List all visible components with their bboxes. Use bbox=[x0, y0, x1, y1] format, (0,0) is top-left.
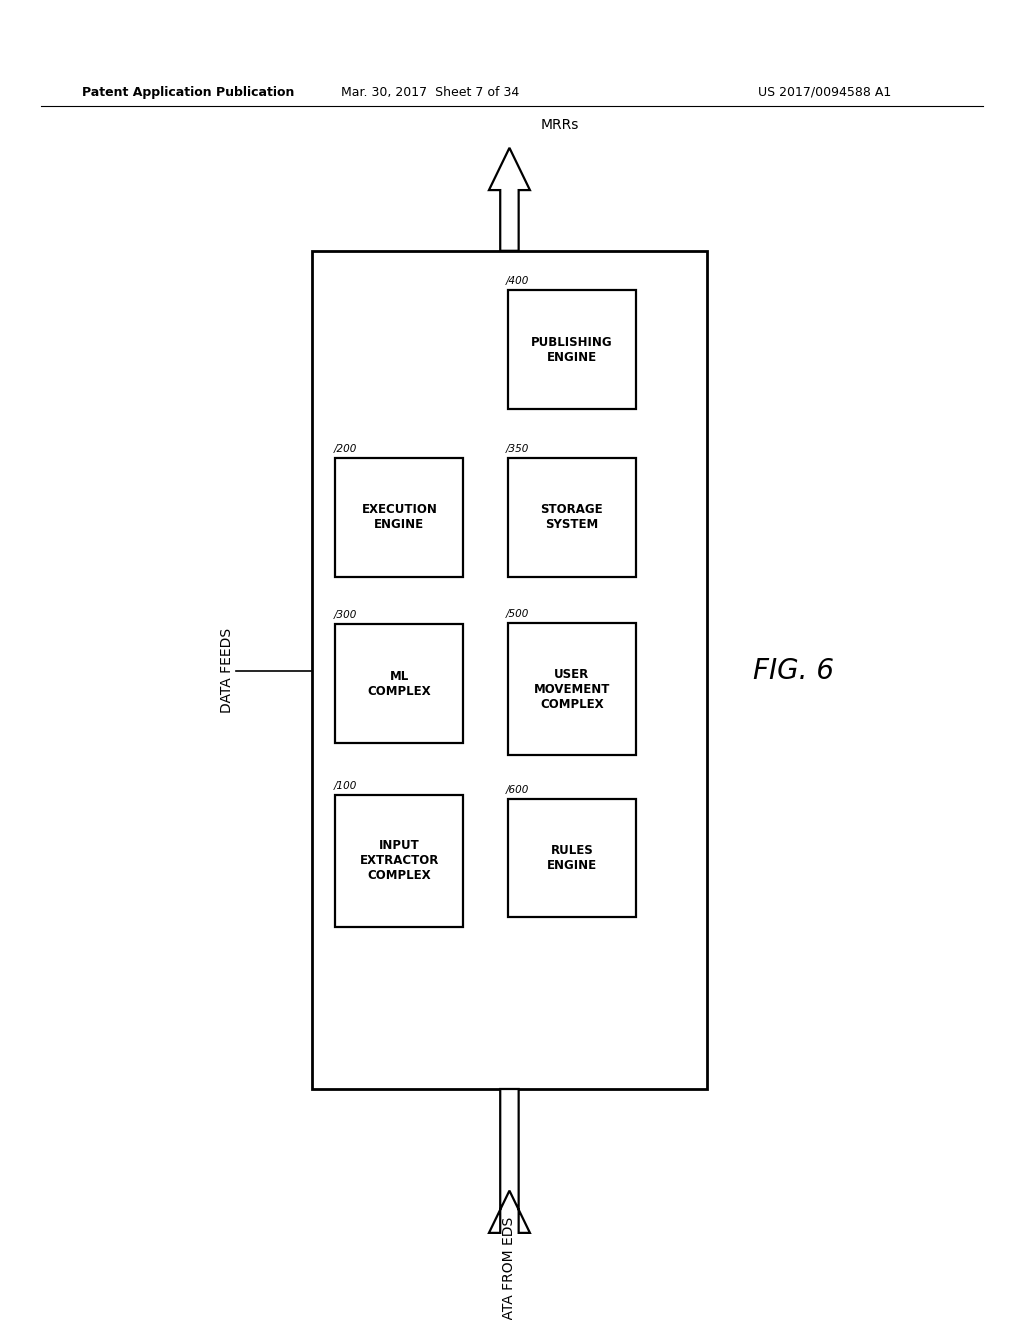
Text: MRRs: MRRs bbox=[541, 117, 579, 132]
Bar bbox=[312, 251, 707, 1089]
Text: PUBLISHING
ENGINE: PUBLISHING ENGINE bbox=[531, 335, 612, 364]
Text: INPUT
EXTRACTOR
COMPLEX: INPUT EXTRACTOR COMPLEX bbox=[359, 840, 439, 882]
Text: /500: /500 bbox=[506, 609, 529, 619]
Text: /200: /200 bbox=[334, 444, 356, 454]
Text: /100: /100 bbox=[334, 780, 356, 791]
Bar bbox=[508, 458, 636, 577]
Bar bbox=[508, 290, 636, 409]
Bar bbox=[336, 624, 463, 743]
Text: EXECUTION
ENGINE: EXECUTION ENGINE bbox=[361, 503, 437, 532]
Text: ML
COMPLEX: ML COMPLEX bbox=[368, 669, 431, 698]
Text: /600: /600 bbox=[506, 784, 529, 795]
Text: Mar. 30, 2017  Sheet 7 of 34: Mar. 30, 2017 Sheet 7 of 34 bbox=[341, 86, 519, 99]
Text: DATA FROM EDS: DATA FROM EDS bbox=[503, 1217, 516, 1320]
Polygon shape bbox=[489, 1089, 530, 1233]
Bar bbox=[508, 799, 636, 917]
Text: /400: /400 bbox=[506, 276, 529, 286]
Text: US 2017/0094588 A1: US 2017/0094588 A1 bbox=[758, 86, 891, 99]
Text: /300: /300 bbox=[334, 610, 356, 620]
Bar bbox=[508, 623, 636, 755]
Polygon shape bbox=[489, 148, 530, 251]
Text: Patent Application Publication: Patent Application Publication bbox=[82, 86, 294, 99]
Text: USER
MOVEMENT
COMPLEX: USER MOVEMENT COMPLEX bbox=[534, 668, 610, 710]
Bar bbox=[336, 458, 463, 577]
Text: /350: /350 bbox=[506, 444, 529, 454]
Text: DATA FEEDS: DATA FEEDS bbox=[220, 628, 234, 713]
Bar bbox=[336, 795, 463, 927]
Text: RULES
ENGINE: RULES ENGINE bbox=[547, 843, 597, 873]
Text: STORAGE
SYSTEM: STORAGE SYSTEM bbox=[541, 503, 603, 532]
Text: FIG. 6: FIG. 6 bbox=[753, 656, 835, 685]
